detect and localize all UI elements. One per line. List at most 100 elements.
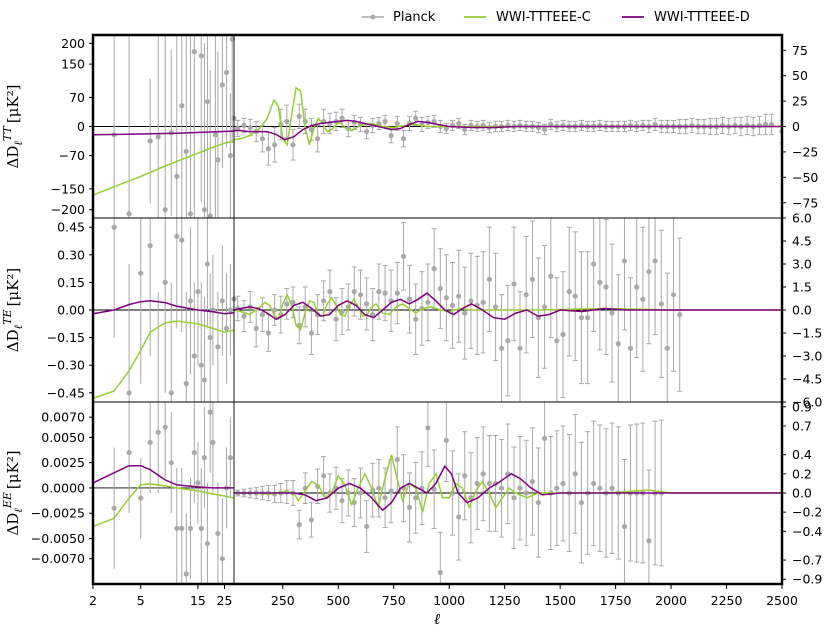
y-label-unit: [μK²] — [4, 450, 22, 489]
planck-high-point — [364, 128, 370, 135]
planck-low-point — [174, 233, 180, 239]
planck-low-point — [219, 556, 225, 562]
model-c-line-low — [93, 483, 235, 528]
planck-low-point — [195, 480, 201, 486]
planck-high-point — [566, 289, 572, 295]
planck-high-point — [627, 122, 634, 129]
left-tick-label: 0.15 — [57, 275, 85, 290]
planck-high-point — [529, 478, 536, 485]
planck-high-point — [646, 269, 652, 275]
planck-high-point — [241, 313, 247, 319]
planck-high-point — [597, 485, 603, 491]
planck-high-point — [560, 480, 566, 487]
planck-high-point — [247, 124, 253, 131]
planck-high-point — [474, 480, 480, 487]
planck-high-point — [505, 338, 511, 344]
planck-high-point — [443, 295, 449, 301]
planck-high-point — [357, 292, 364, 298]
planck-high-point — [265, 330, 271, 336]
planck-high-point — [284, 301, 290, 307]
planck-high-point — [535, 499, 541, 506]
left-tick-label: 0 — [77, 119, 85, 134]
planck-high-point — [315, 136, 321, 142]
left-tick-label: −0.15 — [47, 330, 85, 345]
left-tick-label: −0.45 — [47, 385, 85, 400]
planck-low-point — [198, 525, 204, 531]
legend-label-c: WWI-TTTEEE-C — [496, 10, 591, 25]
planck-high-point — [554, 485, 560, 491]
x-tick-label: 2250 — [711, 593, 743, 608]
planck-high-point — [529, 276, 536, 282]
planck-low-point — [179, 103, 185, 109]
planck-high-point — [542, 126, 548, 133]
planck-high-point — [486, 480, 492, 487]
planck-high-point — [480, 299, 486, 305]
left-tick-label: −150 — [51, 181, 85, 196]
y-label-sub: ℓ — [12, 508, 25, 513]
x-tick-label: 2000 — [655, 593, 687, 608]
planck-high-point — [652, 258, 658, 264]
planck-high-point — [339, 308, 345, 315]
planck-high-point — [578, 499, 585, 506]
planck-high-point — [621, 523, 628, 530]
model-d-line-high — [234, 464, 782, 512]
planck-low-point — [126, 211, 132, 217]
planck-high-point — [744, 122, 750, 129]
left-tick-label: 0.00 — [57, 303, 85, 318]
right-tick-label: −6.0 — [792, 395, 822, 410]
right-tick-label: −1.5 — [792, 326, 822, 341]
left-tick-label: 70 — [69, 90, 85, 105]
planck-high-point — [560, 331, 566, 338]
planck-low-point — [187, 211, 194, 217]
planck-high-point — [468, 298, 474, 304]
planck-high-point — [357, 490, 364, 496]
planck-low-point — [215, 530, 221, 537]
planck-low-point — [229, 36, 235, 42]
planck-high-point — [308, 517, 315, 523]
planck-high-point — [609, 485, 615, 491]
planck-high-point — [351, 289, 357, 295]
planck-high-point — [456, 120, 462, 127]
planck-high-point — [523, 292, 529, 298]
model-c-line-high — [233, 86, 782, 147]
planck-low-point — [126, 390, 132, 396]
planck-high-point — [370, 312, 376, 318]
planck-high-point — [548, 273, 554, 279]
planck-high-point — [591, 480, 597, 487]
planck-high-point — [376, 289, 382, 295]
planck-low-point — [219, 298, 225, 304]
right-tick-label: 0.9 — [792, 399, 812, 414]
legend-label-d: WWI-TTTEEE-D — [654, 10, 750, 25]
panel-te: 0.45 0.30 0.15 0.00 −0.15 −0.30 −0.45 6.0 4.5 3.0… — [1, 211, 822, 410]
model-c-line-high — [233, 292, 782, 332]
right-tick-label: 0.4 — [792, 447, 812, 462]
planck-high-point — [364, 523, 370, 530]
planck-high-point — [388, 488, 394, 494]
planck-low-point — [212, 132, 219, 138]
planck-high-point — [259, 136, 265, 142]
planck-high-point — [560, 122, 566, 129]
planck-low-point — [147, 138, 153, 144]
planck-high-point — [634, 284, 640, 290]
planck-low-point — [191, 49, 197, 55]
y-axis-label-tt: ΔDℓTT [μK²] — [1, 84, 25, 168]
right-tick-label: −75 — [792, 195, 818, 210]
planck-high-point — [535, 124, 541, 131]
planck-high-point — [542, 435, 548, 441]
planck-low-point — [207, 335, 213, 341]
y-axis-label-ee: ΔDℓEE [μK²] — [1, 450, 25, 535]
right-tick-label: −3.0 — [792, 349, 822, 364]
planck-high-point — [603, 284, 609, 290]
planck-high-point — [578, 315, 585, 321]
planck-high-point — [456, 293, 462, 299]
left-tick-label: 0.45 — [57, 220, 85, 235]
planck-low-point — [195, 289, 201, 295]
planck-high-point — [265, 146, 271, 152]
x-tick-label: 5 — [137, 593, 145, 608]
planck-low-point — [198, 53, 204, 59]
planck-high-point — [394, 290, 400, 296]
planck-high-point — [400, 253, 407, 259]
model-d-line-low — [93, 464, 234, 489]
planck-high-point — [615, 341, 621, 347]
right-tick-label: 0.7 — [792, 418, 812, 433]
